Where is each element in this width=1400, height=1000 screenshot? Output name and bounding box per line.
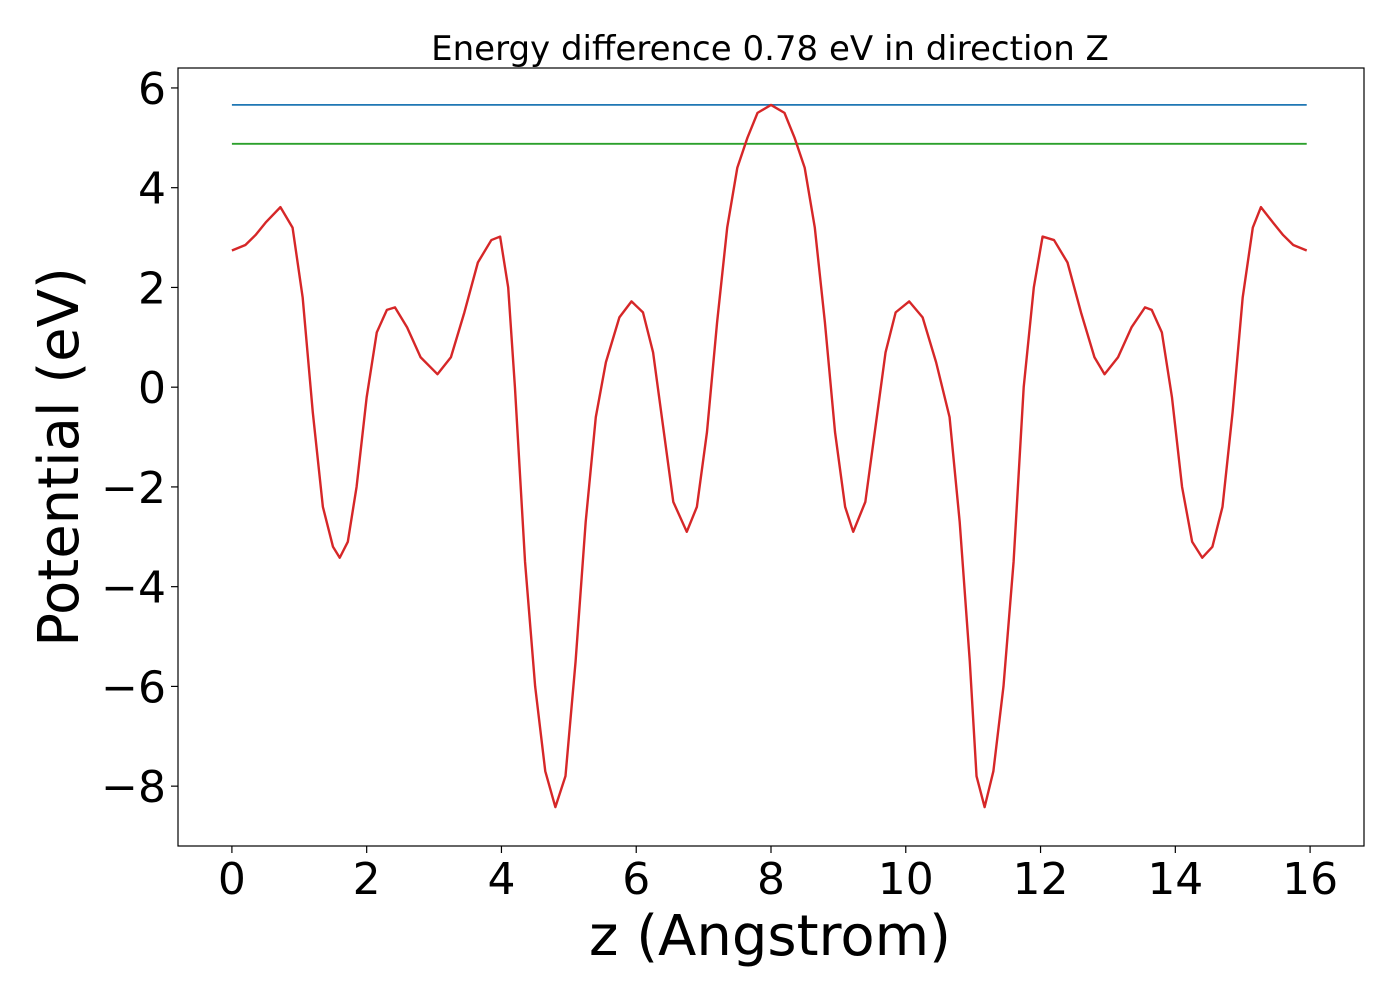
series-line-2 (231, 103, 1308, 809)
x-tick-label: 12 (1013, 854, 1069, 905)
y-tick-label: 4 (138, 164, 166, 215)
x-tick-label: 2 (353, 854, 381, 905)
x-tick-label: 0 (218, 854, 246, 905)
x-tick-label: 4 (487, 854, 515, 905)
y-tick-label: −4 (101, 563, 166, 614)
plot-frame (177, 67, 1365, 847)
x-tick-label: 6 (622, 854, 650, 905)
y-tick-label: −6 (101, 662, 166, 713)
x-axis: 0 2 4 6 8 10 12 14 16 (218, 846, 1338, 905)
y-tick-label: −2 (101, 463, 166, 514)
y-tick-label: 6 (138, 64, 166, 115)
y-axis: −8 −6 −4 −2 0 2 4 6 (101, 64, 178, 813)
x-tick-label: 8 (757, 854, 785, 905)
y-tick-label: 0 (138, 363, 166, 414)
x-tick-label: 16 (1282, 854, 1338, 905)
x-tick-label: 14 (1147, 854, 1203, 905)
series-layer (231, 103, 1308, 809)
y-tick-label: −8 (101, 762, 166, 813)
x-tick-label: 10 (878, 854, 934, 905)
chart-title: Energy difference 0.78 eV in direction Z (431, 29, 1109, 69)
y-axis-title: Potential (eV) (27, 267, 92, 647)
y-tick-label: 2 (138, 263, 166, 314)
x-axis-title: z (Angstrom) (589, 904, 951, 969)
